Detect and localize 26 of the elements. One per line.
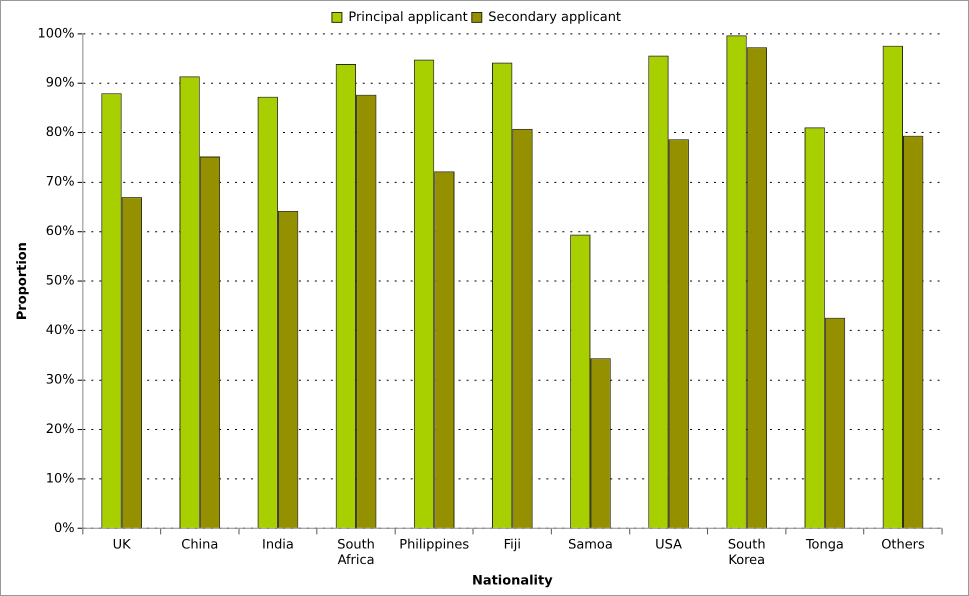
y-tick-label: 60%: [46, 224, 75, 240]
y-tick-label: 70%: [46, 174, 75, 190]
legend-label: Secondary applicant: [488, 10, 622, 25]
legend-label: Principal applicant: [348, 10, 468, 25]
x-axis-title: Nationality: [472, 574, 554, 589]
y-tick-label: 40%: [46, 322, 75, 338]
x-tick-label: India: [262, 538, 294, 553]
x-tick-label: Samoa: [568, 538, 613, 553]
x-tick-label: Philippines: [399, 538, 470, 553]
x-tick-label: South Korea: [728, 538, 766, 568]
y-tick-label: 30%: [46, 372, 75, 388]
x-tick-label: Fiji: [504, 538, 521, 553]
x-tick-label: Tonga: [804, 538, 844, 553]
y-tick-label: 90%: [46, 76, 75, 91]
x-tick-label: UK: [112, 538, 132, 553]
y-tick-label: 50%: [46, 274, 75, 289]
y-tick-label: 10%: [46, 471, 75, 486]
x-tick-label: South Africa: [337, 538, 375, 568]
y-tick-label: 80%: [46, 125, 75, 140]
y-axis-title: Proportion: [15, 242, 30, 320]
x-tick-label: China: [181, 538, 218, 553]
x-tick-label: Others: [881, 538, 926, 553]
x-tick-label: USA: [655, 538, 682, 553]
y-tick-label: 100%: [38, 26, 75, 42]
y-tick-label: 0%: [54, 520, 75, 536]
y-tick-label: 20%: [46, 422, 75, 437]
